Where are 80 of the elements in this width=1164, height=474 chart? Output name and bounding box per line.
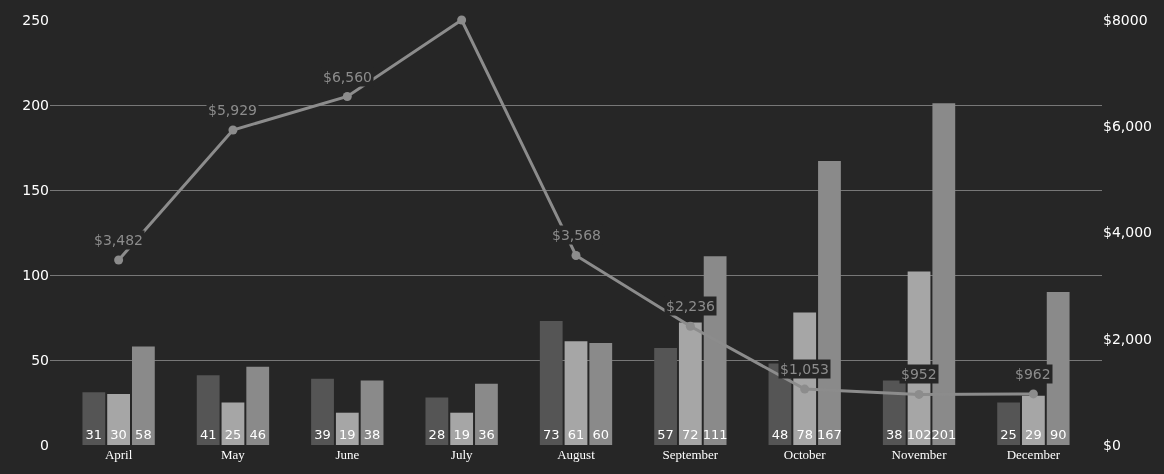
bar <box>589 343 613 445</box>
data-label: $2,236 <box>666 298 716 314</box>
data-label: 90 <box>1049 427 1067 442</box>
data-label: $962 <box>1015 366 1051 382</box>
point <box>342 92 352 101</box>
data-label: 36 <box>478 427 495 442</box>
x-tick-label: June <box>335 447 360 462</box>
x-tick-label: September <box>662 447 719 462</box>
bar <box>475 383 498 445</box>
point <box>457 15 467 25</box>
bar <box>678 322 702 445</box>
data-label: 31 <box>85 427 103 442</box>
data-label: 73 <box>542 427 560 442</box>
bar <box>246 366 270 445</box>
x-tick-label: April <box>104 447 133 462</box>
point <box>685 321 695 331</box>
x-tick-label: May <box>221 447 246 462</box>
bar <box>311 378 334 445</box>
x-tick-label: August <box>557 447 596 462</box>
x-tick-label: July <box>450 447 473 462</box>
y2-tick-label: $4,000 <box>1103 224 1152 241</box>
y-tick-label: 200 <box>22 96 49 113</box>
data-label: 60 <box>592 427 610 442</box>
data-label: $3,482 <box>94 232 143 248</box>
data-label: $1,053 <box>780 361 829 377</box>
x-tick-label: November <box>891 447 948 462</box>
y-tick-label: 150 <box>22 181 49 198</box>
bar <box>107 394 131 445</box>
y2-tick-label: $0 <box>1103 436 1121 453</box>
data-label: $5,929 <box>208 102 257 118</box>
y-tick-label: 0 <box>40 436 49 453</box>
data-label: 167 <box>817 427 842 442</box>
bar <box>360 380 384 445</box>
point <box>800 384 810 394</box>
data-label: 41 <box>199 427 217 442</box>
point <box>914 389 924 399</box>
data-label: $3,568 <box>552 227 601 243</box>
data-label: 38 <box>885 427 903 442</box>
y2-tick-label: $2,000 <box>1103 330 1152 347</box>
y-tick-label: 100 <box>22 266 49 283</box>
data-label: 25 <box>1000 427 1017 442</box>
x-tick-label: December <box>1006 447 1061 462</box>
bar <box>335 412 359 445</box>
point <box>1028 389 1038 399</box>
bar <box>196 375 220 445</box>
bar <box>654 348 677 445</box>
y-tick-label: 50 <box>31 351 49 368</box>
data-label: 72 <box>682 427 699 442</box>
data-label: 19 <box>339 427 356 442</box>
data-label: 46 <box>249 427 267 442</box>
data-label: 111 <box>702 427 728 442</box>
x-tick-label: October <box>783 447 827 462</box>
y-tick-label: 250 <box>22 11 49 28</box>
bar <box>564 341 588 445</box>
data-label: 28 <box>428 427 446 442</box>
bar <box>82 392 106 445</box>
data-label: 29 <box>1025 427 1042 442</box>
point <box>228 125 238 135</box>
data-label: 48 <box>771 427 789 442</box>
data-label: 58 <box>135 427 152 442</box>
data-label: 25 <box>224 427 242 442</box>
data-label: $952 <box>901 366 937 382</box>
data-label: 38 <box>363 427 381 442</box>
bar <box>425 397 449 445</box>
data-label: 78 <box>796 427 813 442</box>
point <box>571 250 581 260</box>
bar <box>131 346 155 445</box>
bar <box>539 320 563 445</box>
data-label: 19 <box>453 427 470 442</box>
bar <box>450 412 474 445</box>
point <box>114 255 124 265</box>
y2-tick-label: $8000 <box>1103 11 1148 28</box>
data-label: 57 <box>657 427 674 442</box>
data-label: 39 <box>314 427 331 442</box>
data-label: $6,560 <box>323 69 372 85</box>
data-label: 30 <box>110 427 127 442</box>
data-label: 61 <box>567 427 585 442</box>
bar <box>997 402 1021 445</box>
y2-tick-label: $6,000 <box>1103 118 1152 135</box>
bar <box>1021 395 1045 445</box>
